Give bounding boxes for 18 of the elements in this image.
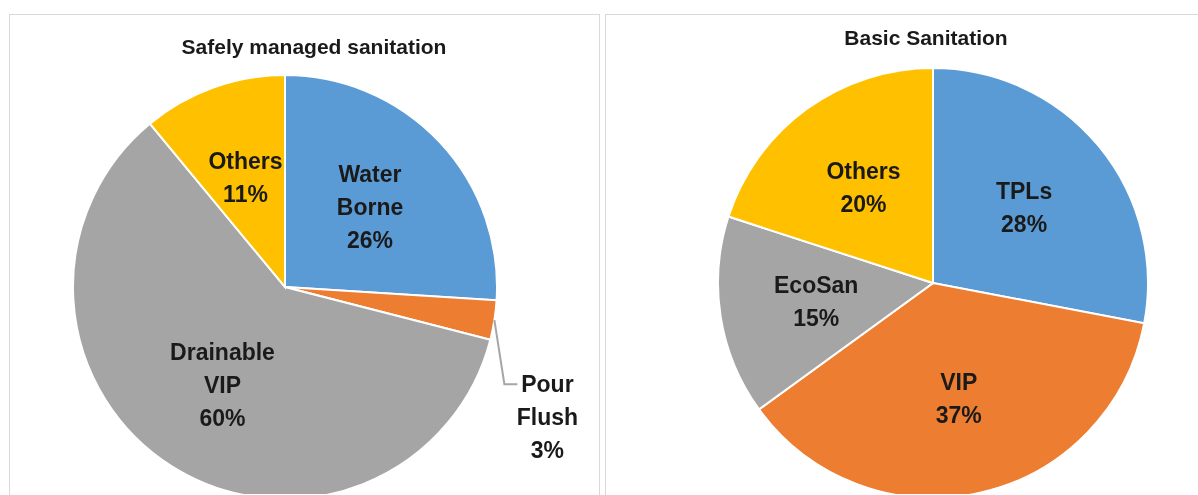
data-label: 3% [530, 437, 565, 464]
data-label: 60% [199, 405, 246, 432]
slice-label: EcoSan [774, 272, 859, 298]
slice-label: TPLs [996, 178, 1053, 205]
data-label: 11% [223, 180, 268, 207]
data-label: 28% [1001, 211, 1048, 238]
slice-label: VIP [940, 368, 978, 395]
data-label: 20% [840, 190, 887, 217]
data-label: 37% [935, 401, 982, 428]
data-label: 15% [793, 305, 840, 331]
chart-title: Safely managed sanitation [180, 34, 448, 60]
slice-label: Pour Flush [516, 371, 579, 431]
slice-label: Others [826, 157, 901, 184]
chart-title: Basic Sanitation [843, 25, 1009, 51]
slice-label: Drainable VIP [170, 339, 275, 399]
data-label: 26% [346, 227, 394, 254]
slice-label: Water Borne [336, 161, 404, 221]
slice-label: Others [208, 147, 283, 174]
